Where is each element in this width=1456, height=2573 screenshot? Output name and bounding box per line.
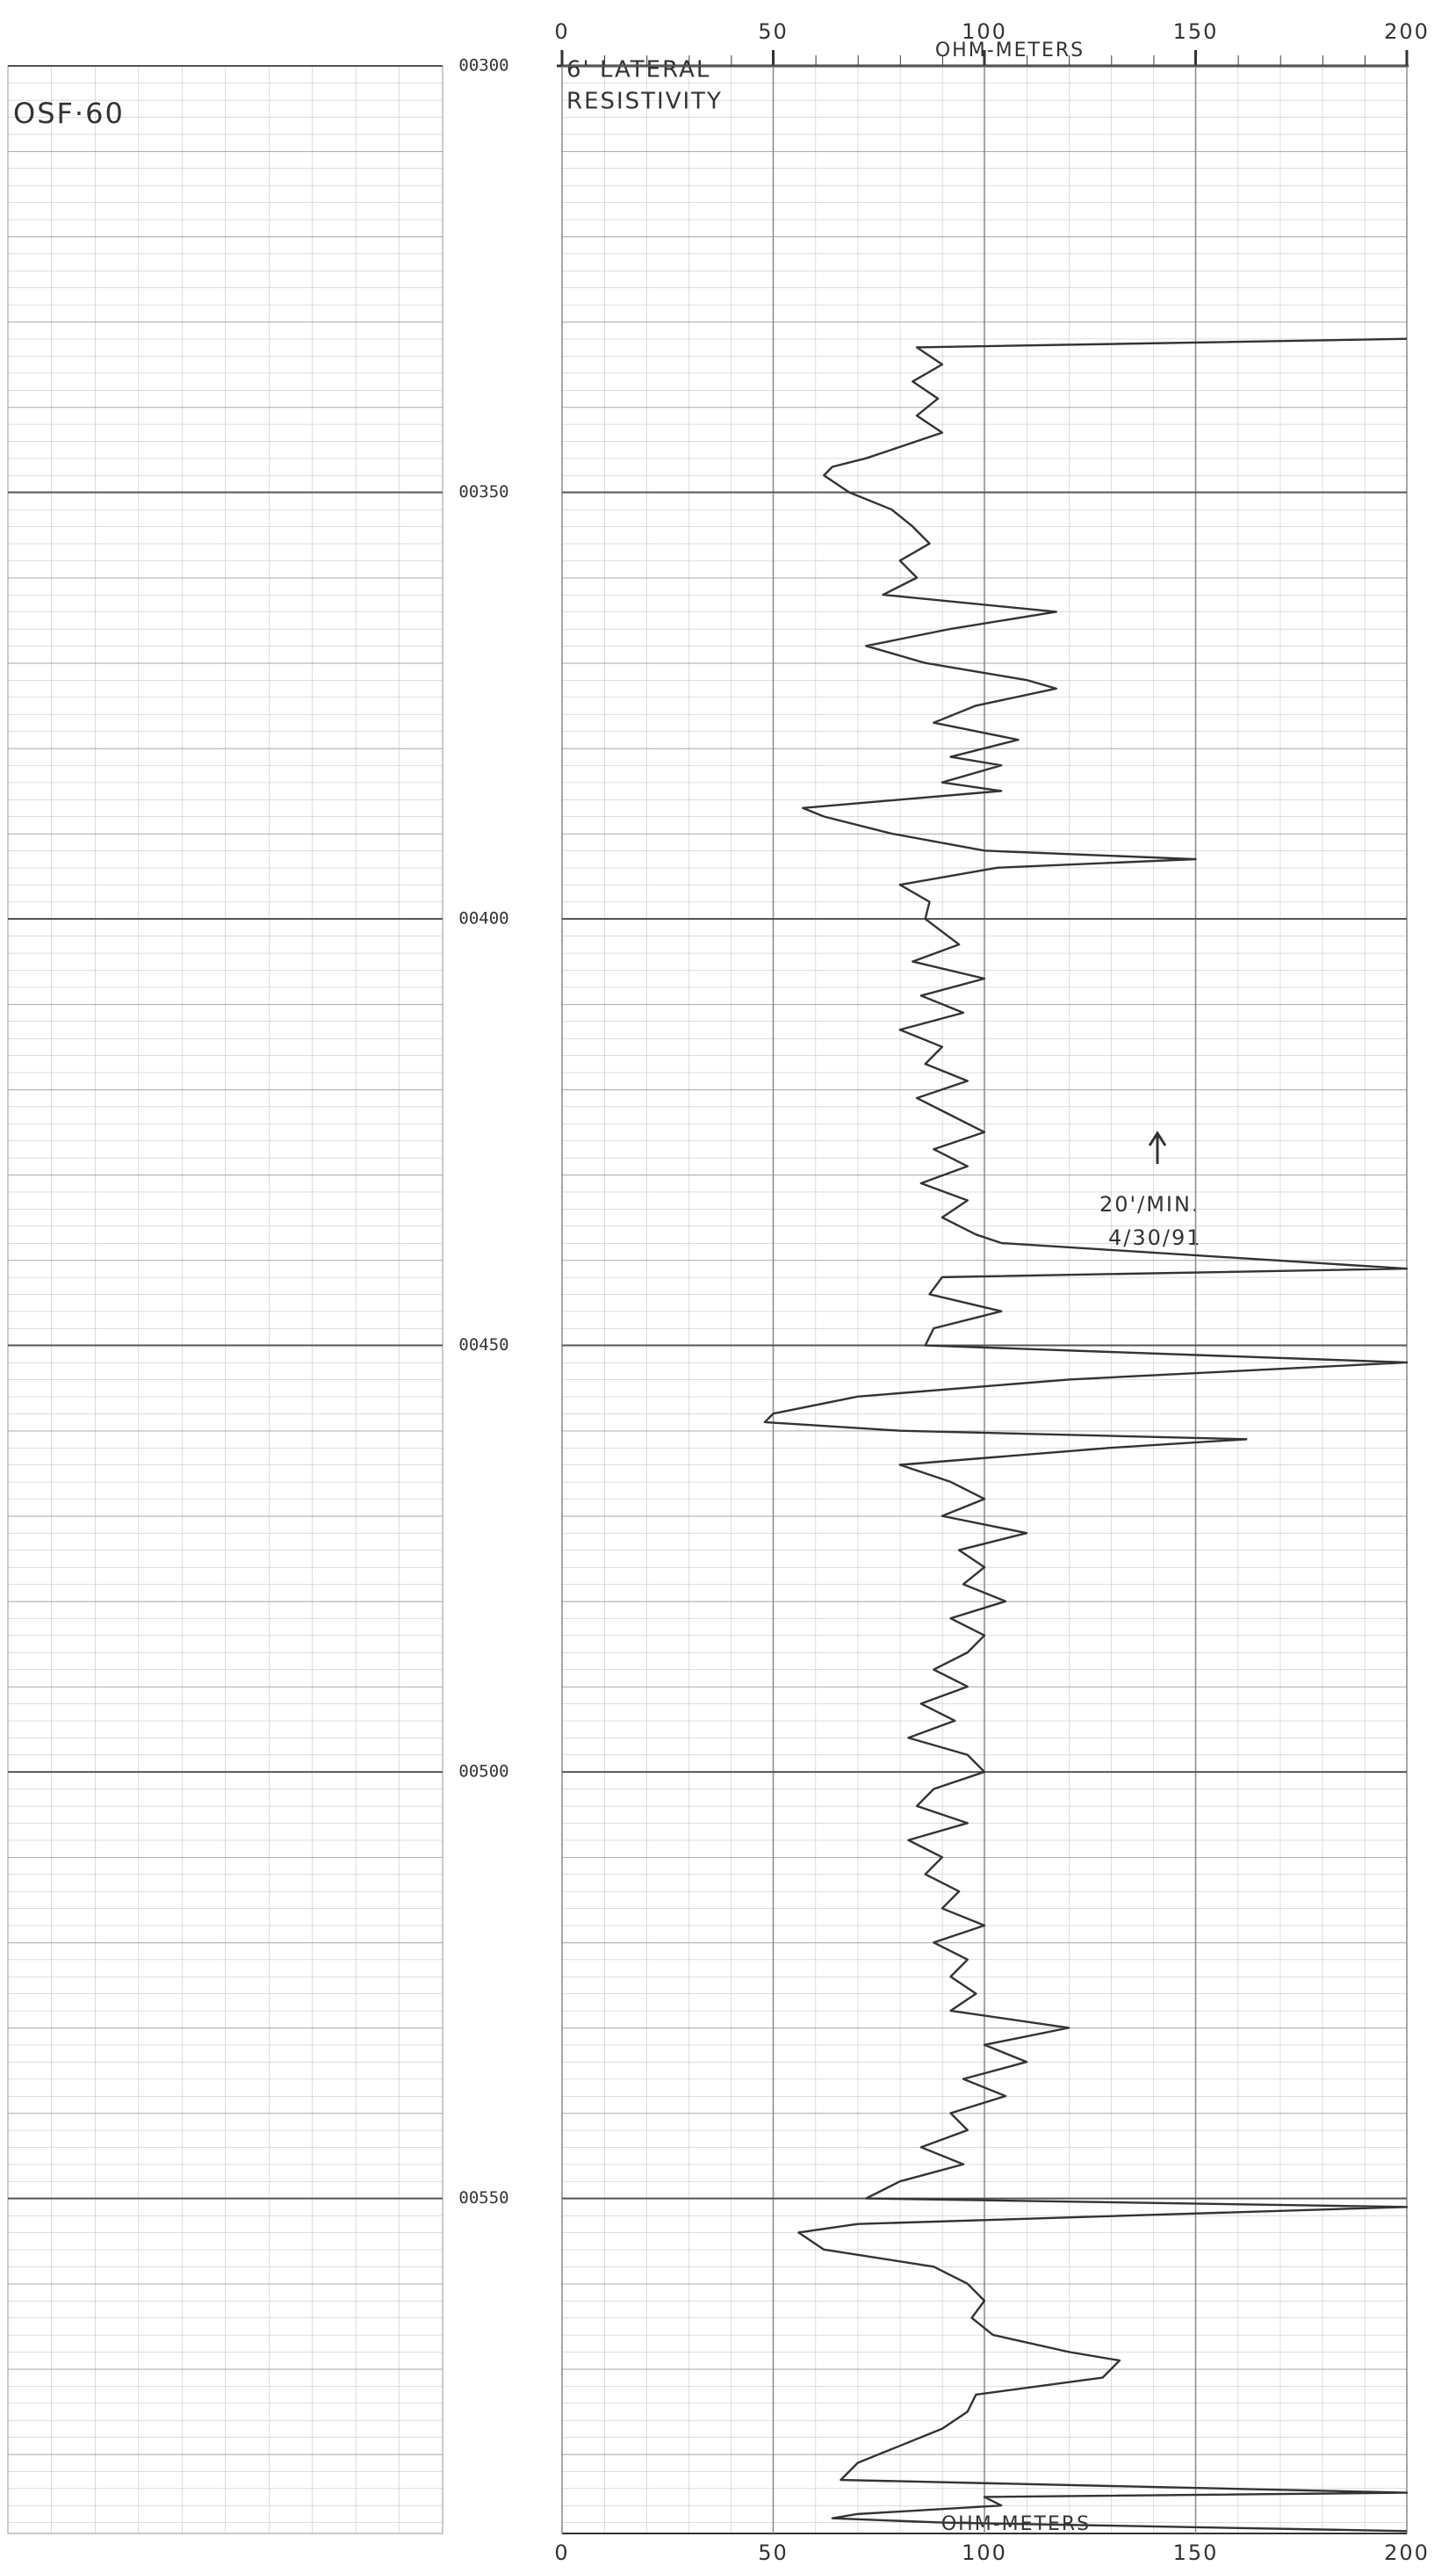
y-tick-label: 00500 bbox=[458, 1762, 508, 1782]
well-name: OSF·60 bbox=[13, 97, 125, 130]
x-tick-label: 150 bbox=[1173, 2540, 1219, 2565]
left-track-major bbox=[8, 66, 443, 2533]
x-tick-label: 200 bbox=[1384, 2540, 1430, 2565]
resistivity-curve bbox=[763, 337, 1409, 2533]
track-title: RESISTIVITY bbox=[566, 89, 723, 115]
x-tick-label: 50 bbox=[758, 2540, 789, 2565]
x-tick-label: 200 bbox=[1384, 19, 1430, 44]
x-axis-label: OHM-METERS bbox=[935, 40, 1085, 61]
y-tick-label: 00400 bbox=[458, 909, 508, 929]
annotation-arrow bbox=[1148, 1131, 1167, 1164]
y-tick-label: 00350 bbox=[458, 482, 508, 502]
y-tick-label: 00450 bbox=[458, 1335, 508, 1355]
y-tick-label: 00550 bbox=[458, 2188, 508, 2208]
y-tick-label: 00300 bbox=[458, 56, 508, 76]
x-tick-label: 100 bbox=[962, 19, 1007, 44]
annotation: 20'/MIN. bbox=[1099, 1192, 1200, 1217]
x-tick-label: 50 bbox=[758, 19, 789, 44]
annotation: 4/30/91 bbox=[1108, 1225, 1202, 1250]
x-tick-label: 0 bbox=[554, 19, 569, 44]
x-tick-label: 100 bbox=[962, 2540, 1007, 2565]
x-tick-label: 0 bbox=[554, 2540, 569, 2565]
x-tick-label: 150 bbox=[1173, 19, 1219, 44]
track-title: 6' LATERAL bbox=[566, 57, 710, 83]
